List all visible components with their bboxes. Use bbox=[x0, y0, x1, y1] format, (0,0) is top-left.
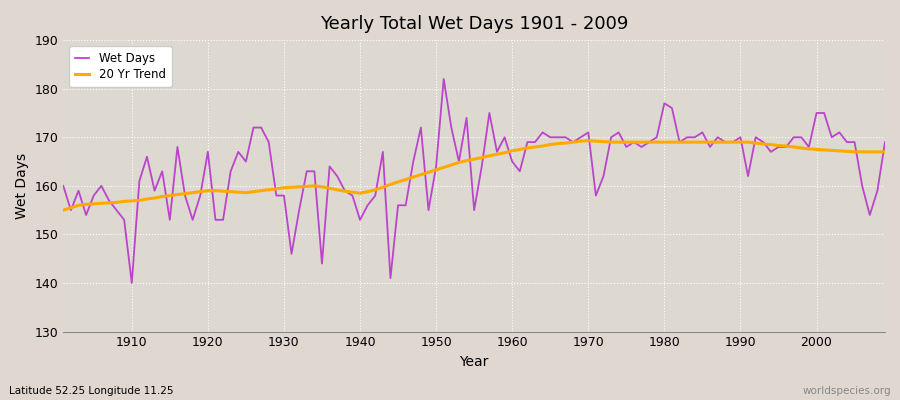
20 Yr Trend bbox=[286, 185, 297, 190]
Wet Days bbox=[879, 140, 890, 144]
20 Yr Trend bbox=[332, 187, 343, 192]
Y-axis label: Wet Days: Wet Days bbox=[15, 153, 29, 219]
20 Yr Trend bbox=[119, 199, 130, 204]
Line: Wet Days: Wet Days bbox=[63, 79, 885, 283]
Text: Latitude 52.25 Longitude 11.25: Latitude 52.25 Longitude 11.25 bbox=[9, 386, 174, 396]
X-axis label: Year: Year bbox=[460, 355, 489, 369]
20 Yr Trend bbox=[500, 150, 510, 155]
Wet Days bbox=[119, 218, 130, 222]
Wet Days bbox=[613, 130, 624, 135]
Wet Days bbox=[339, 188, 350, 193]
Wet Days bbox=[58, 184, 68, 188]
20 Yr Trend bbox=[583, 138, 594, 143]
Wet Days bbox=[515, 169, 526, 174]
Legend: Wet Days, 20 Yr Trend: Wet Days, 20 Yr Trend bbox=[69, 46, 172, 87]
20 Yr Trend bbox=[879, 150, 890, 154]
Text: worldspecies.org: worldspecies.org bbox=[803, 386, 891, 396]
Title: Yearly Total Wet Days 1901 - 2009: Yearly Total Wet Days 1901 - 2009 bbox=[320, 15, 628, 33]
20 Yr Trend bbox=[507, 148, 517, 153]
Wet Days bbox=[438, 76, 449, 81]
20 Yr Trend bbox=[58, 208, 68, 212]
Wet Days bbox=[522, 140, 533, 144]
20 Yr Trend bbox=[606, 140, 616, 144]
Wet Days bbox=[293, 208, 304, 212]
Line: 20 Yr Trend: 20 Yr Trend bbox=[63, 141, 885, 210]
Wet Days bbox=[126, 281, 137, 286]
